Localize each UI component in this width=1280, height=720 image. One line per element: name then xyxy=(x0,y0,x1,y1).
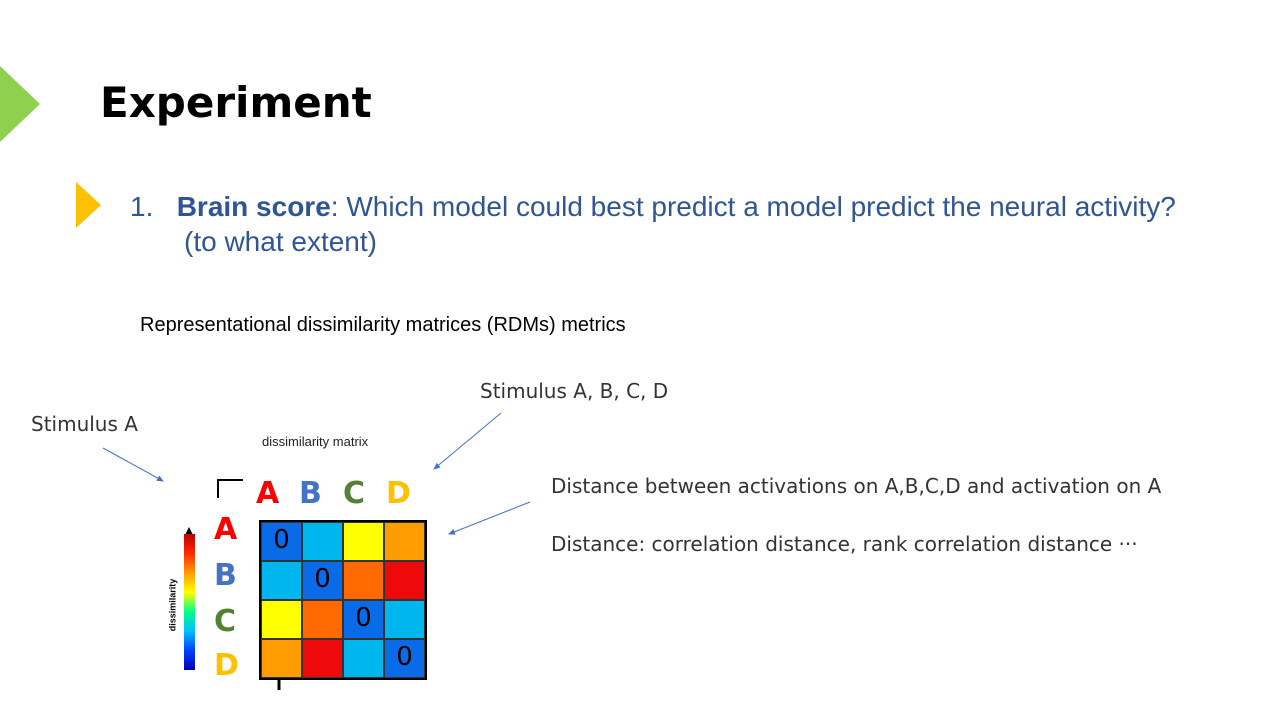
col-label-b: B xyxy=(299,476,322,511)
slide-title: Experiment xyxy=(100,78,372,127)
bullet-continuation: (to what extent) xyxy=(184,226,377,257)
note-stimulus-abcd: Stimulus A, B, C, D xyxy=(480,379,669,403)
row-label-d: D xyxy=(214,648,239,683)
col-label-a: A xyxy=(256,476,280,511)
green-chevron-icon xyxy=(0,66,40,142)
matrix-cell-d-a xyxy=(261,639,302,678)
matrix-cell-d-b xyxy=(302,639,343,678)
row-label-a: A xyxy=(214,512,238,547)
arrow-stimulus-a xyxy=(102,447,164,482)
matrix-cell-c-b xyxy=(302,600,343,639)
matrix-cell-b-a xyxy=(261,561,302,600)
row-label-b: B xyxy=(214,558,237,593)
matrix-cell-d-d: 0 xyxy=(384,639,425,678)
col-label-d: D xyxy=(386,476,411,511)
bullet-point-1: 1. Brain score: Which model could best p… xyxy=(130,188,1176,225)
matrix-cell-c-c: 0 xyxy=(343,600,384,639)
matrix-cell-a-b xyxy=(302,522,343,561)
corner-bracket xyxy=(217,479,243,498)
bullet-question: : Which model could best predict a model… xyxy=(330,191,1176,222)
note-distance-types: Distance: correlation distance, rank cor… xyxy=(551,532,1138,556)
matrix-title: dissimilarity matrix xyxy=(262,434,369,449)
note-stimulus-a: Stimulus A xyxy=(31,412,138,436)
bullet-bold-term: Brain score xyxy=(176,191,331,222)
orange-chevron-icon xyxy=(76,182,101,228)
colorbar xyxy=(184,534,195,670)
matrix-cell-a-a: 0 xyxy=(261,522,302,561)
arrow-distance xyxy=(448,501,531,535)
colorbar-label: dissimilarity xyxy=(167,578,178,632)
matrix-cell-c-d xyxy=(384,600,425,639)
matrix-cell-b-d xyxy=(384,561,425,600)
matrix-cell-b-b: 0 xyxy=(302,561,343,600)
matrix-cell-c-a xyxy=(261,600,302,639)
matrix-cell-a-c xyxy=(343,522,384,561)
arrow-stimulus-abcd xyxy=(433,412,502,470)
row-label-c: C xyxy=(214,604,237,639)
bullet-number: 1. xyxy=(130,191,154,222)
col-label-c: C xyxy=(343,476,366,511)
matrix-cell-a-d xyxy=(384,522,425,561)
matrix-cell-d-c xyxy=(343,639,384,678)
note-distance-between: Distance between activations on A,B,C,D … xyxy=(551,474,1162,498)
matrix-cell-b-c xyxy=(343,561,384,600)
section-heading: Representational dissimilarity matrices … xyxy=(140,314,626,336)
